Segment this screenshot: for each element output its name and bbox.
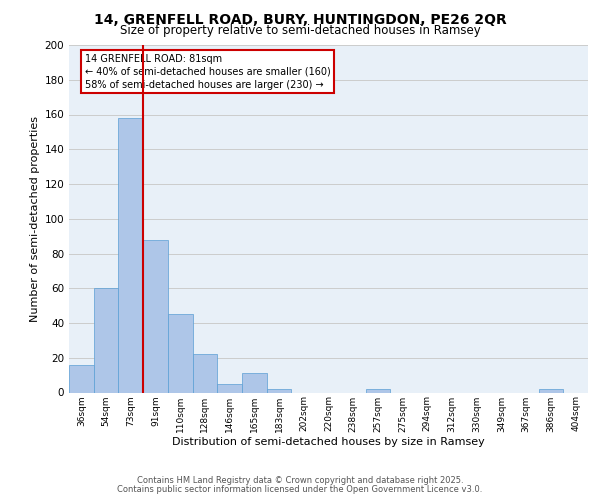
Bar: [539, 389, 563, 392]
Text: Size of property relative to semi-detached houses in Ramsey: Size of property relative to semi-detach…: [119, 24, 481, 37]
Bar: [94, 288, 118, 393]
Bar: [69, 364, 94, 392]
X-axis label: Distribution of semi-detached houses by size in Ramsey: Distribution of semi-detached houses by …: [172, 437, 485, 447]
Bar: [118, 118, 143, 392]
Text: Contains public sector information licensed under the Open Government Licence v3: Contains public sector information licen…: [118, 485, 482, 494]
Bar: [193, 354, 217, 393]
Bar: [217, 384, 242, 392]
Bar: [143, 240, 168, 392]
Y-axis label: Number of semi-detached properties: Number of semi-detached properties: [30, 116, 40, 322]
Bar: [242, 374, 267, 392]
Bar: [267, 389, 292, 392]
Bar: [168, 314, 193, 392]
Text: 14, GRENFELL ROAD, BURY, HUNTINGDON, PE26 2QR: 14, GRENFELL ROAD, BURY, HUNTINGDON, PE2…: [94, 12, 506, 26]
Text: Contains HM Land Registry data © Crown copyright and database right 2025.: Contains HM Land Registry data © Crown c…: [137, 476, 463, 485]
Bar: [365, 389, 390, 392]
Text: 14 GRENFELL ROAD: 81sqm
← 40% of semi-detached houses are smaller (160)
58% of s: 14 GRENFELL ROAD: 81sqm ← 40% of semi-de…: [85, 54, 331, 90]
